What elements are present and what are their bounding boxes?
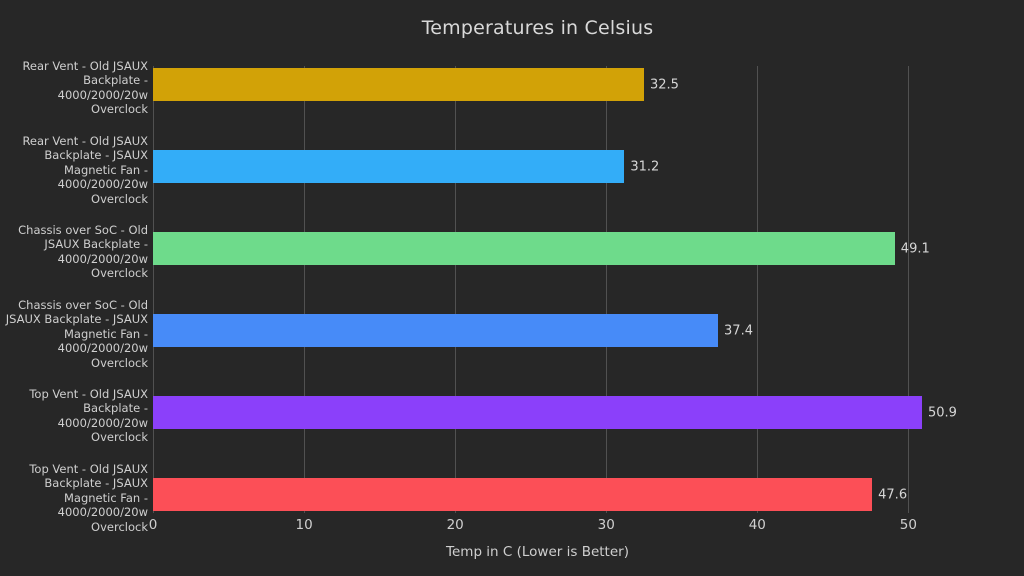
y-category-label-line: 4000/2000/20w Overclock (57, 251, 148, 281)
y-category-label-line: Chassis over SoC - Old (18, 297, 148, 312)
gridline-30 (606, 66, 608, 513)
bar-value-label: 50.9 (928, 405, 957, 420)
x-tick-label-40: 40 (748, 517, 766, 533)
y-category-label-line: Backplate - (83, 401, 148, 415)
y-category-label-line: 4000/2000/20w Overclock (57, 340, 148, 370)
x-tick-label-30: 30 (597, 517, 615, 533)
y-category-label-line: 4000/2000/20w Overclock (57, 504, 148, 534)
x-axis-title: Temp in C (Lower is Better) (446, 544, 629, 560)
bar-3: 37.4 (153, 314, 753, 347)
y-category-label-5: Top Vent - Old JSAUX Backplate - JSAUX Mag… (0, 461, 148, 534)
bar-4: 50.9 (153, 396, 957, 429)
y-category-label-line: Chassis over SoC - Old (18, 222, 148, 237)
y-category-label-line: Rear Vent - Old JSAUX (22, 133, 148, 148)
gridline-20 (455, 66, 457, 513)
y-axis-labels: Rear Vent - Old JSAUX Backplate -4000/200… (0, 59, 148, 534)
x-axis-ticks: 0 10 20 30 40 50 (149, 517, 922, 533)
chart-title: Temperatures in Celsius (421, 17, 654, 39)
y-category-label-line: 4000/2000/20w Overclock (57, 176, 148, 206)
y-category-label-line: Magnetic Fan - (63, 162, 148, 177)
y-category-label-line: 4000/2000/20w Overclock (57, 415, 148, 445)
bar-5: 47.6 (153, 478, 907, 511)
bar-value-label: 31.2 (630, 159, 660, 174)
y-category-label-line: Backplate - JSAUX (44, 475, 148, 490)
bar-value-label: 32.5 (650, 77, 679, 92)
y-category-label-line: Top Vent - Old JSAUX (29, 461, 148, 476)
y-category-label-line: 4000/2000/20w Overclock (57, 87, 148, 117)
bar-value-label: 47.6 (878, 487, 908, 502)
y-category-label-line: Magnetic Fan - (63, 326, 148, 341)
y-category-label-1: Rear Vent - Old JSAUX Backplate - JSAUX Ma… (0, 133, 148, 206)
y-category-label-line: Backplate - JSAUX (44, 147, 148, 162)
x-tick-label-50: 50 (899, 517, 917, 533)
y-category-label-3: Chassis over SoC - Old JSAUX Backplate - … (0, 297, 148, 370)
gridline-10 (304, 66, 306, 513)
plot-area: 32.5 31.2 49.1 37.4 50.9 47.6 (153, 66, 957, 513)
y-category-label-line: JSAUX Backplate - JSAUX (5, 311, 148, 326)
gridline-50 (908, 66, 910, 513)
gridline-0 (153, 66, 154, 513)
y-category-label-line: JSAUX Backplate - (44, 237, 148, 251)
bar-2: 49.1 (153, 232, 930, 265)
x-tick-label-10: 10 (295, 517, 313, 533)
y-category-label-line: Backplate - (83, 73, 148, 87)
y-category-label-2: Chassis over SoC - Old JSAUX Backplate -4… (0, 223, 148, 281)
y-category-label-line: Magnetic Fan - (63, 490, 148, 505)
bar-0: 32.5 (153, 68, 679, 101)
bar-value-label: 49.1 (900, 241, 930, 256)
y-category-label-4: Top Vent - Old JSAUX Backplate -4000/2000… (0, 387, 148, 445)
y-category-label-line: Rear Vent - Old JSAUX (22, 58, 148, 73)
x-tick-label-20: 20 (446, 517, 464, 533)
x-tick-label-0: 0 (148, 517, 158, 533)
y-category-label-line: Top Vent - Old JSAUX (29, 386, 148, 401)
bar-1: 31.2 (153, 150, 659, 183)
y-category-label-0: Rear Vent - Old JSAUX Backplate -4000/200… (0, 59, 148, 117)
bar-value-label: 37.4 (724, 323, 753, 338)
gridline-40 (757, 66, 759, 513)
